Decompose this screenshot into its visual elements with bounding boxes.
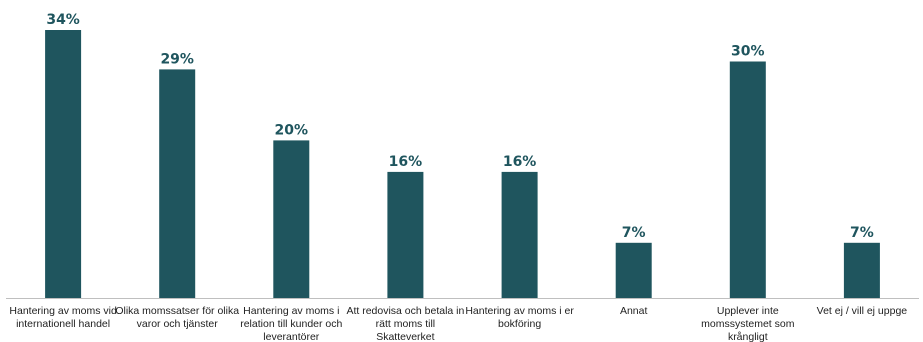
category-label-line: Hantering av moms i [243, 305, 339, 317]
category-label-6: Annat [620, 305, 648, 317]
bars-layer [45, 30, 880, 299]
category-label-line: krångligt [728, 331, 768, 342]
category-label-line: Skatteverket [376, 331, 434, 342]
bar-5 [501, 171, 538, 298]
category-label-line: leverantörer [263, 331, 320, 342]
category-label-line: rätt moms till [376, 318, 436, 330]
category-label-line: momssystemet som [701, 318, 795, 330]
category-label-line: Hantering av moms i er [465, 305, 574, 317]
bar-value-label-4: 16% [389, 154, 423, 170]
bar-4 [387, 171, 424, 298]
bar-value-label-2: 29% [160, 51, 194, 67]
category-label-line: Vet ej / vill ej uppge [817, 305, 908, 317]
category-label-2: Olika momssatser för olika varor och tjän… [115, 305, 239, 330]
bar-value-label-3: 20% [275, 122, 309, 138]
bar-3 [273, 140, 310, 298]
category-label-line: bokföring [498, 318, 541, 330]
category-label-line: Att redovisa och betala in [346, 305, 464, 317]
category-label-line: internationell handel [16, 318, 110, 330]
category-label-line: Upplever inte [717, 305, 779, 317]
bar-1 [45, 30, 82, 298]
bar-value-label-6: 7% [622, 225, 646, 241]
category-label-3: Hantering av moms i relation till kunder … [240, 305, 342, 342]
category-label-line: Hantering av moms vid [9, 305, 117, 317]
bar-value-label-7: 30% [731, 44, 765, 60]
category-labels-layer: Hantering av moms vid internationell hand… [9, 305, 907, 342]
bar-2 [159, 69, 196, 299]
value-labels-layer: 34% 29% 20% 16% 16% 7% 30% 7% [46, 12, 873, 241]
category-label-7: Upplever inte momssystemet som krångligt [701, 305, 795, 342]
category-label-8: Vet ej / vill ej uppge [817, 305, 908, 317]
bar-value-label-8: 7% [850, 225, 874, 241]
category-label-line: Annat [620, 305, 648, 317]
bar-6 [615, 242, 652, 298]
category-label-1: Hantering av moms vid internationell hand… [9, 305, 117, 330]
category-label-4: Att redovisa och betala in rätt moms till… [346, 305, 464, 342]
category-label-line: relation till kunder och [240, 318, 342, 330]
category-label-5: Hantering av moms i er bokföring [465, 305, 574, 330]
bar-8 [843, 242, 880, 298]
category-label-line: Olika momssatser för olika [115, 305, 239, 317]
bar-7 [729, 61, 766, 298]
category-label-line: varor och tjänster [137, 318, 219, 330]
bar-value-label-5: 16% [503, 154, 537, 170]
bar-value-label-1: 34% [46, 12, 80, 28]
